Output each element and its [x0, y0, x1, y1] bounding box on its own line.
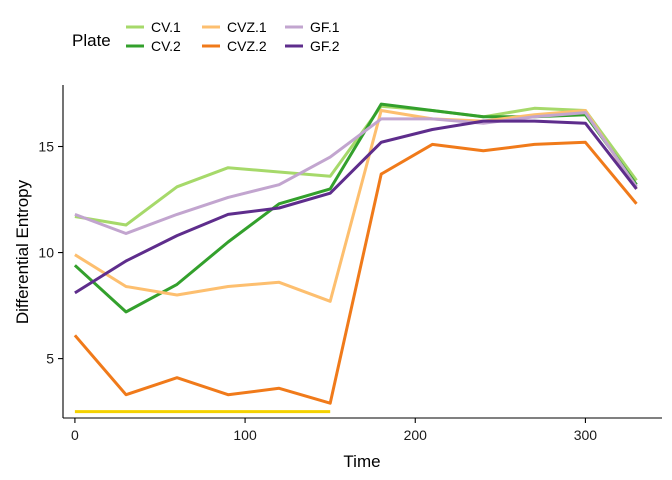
y-tick-label: 15 [38, 139, 54, 155]
x-tick-label: 200 [404, 427, 428, 443]
legend-label-cv-1: CV.1 [151, 19, 181, 35]
axes [62, 85, 662, 419]
x-tick-label: 300 [574, 427, 598, 443]
legend-label-cvz-1: CVZ.1 [227, 19, 267, 35]
legend-label-cv-2: CV.2 [151, 38, 181, 54]
series-line-gf-2 [74, 119, 638, 295]
legend-label-cvz-2: CVZ.2 [227, 38, 267, 54]
x-axis-title: Time [343, 452, 380, 471]
series-line-cv-1 [74, 104, 638, 227]
plot-lines [73, 102, 638, 414]
series-line-cvz-1 [74, 109, 638, 303]
y-tick-label: 5 [46, 351, 54, 367]
series-line-cvz-2 [73, 140, 638, 405]
y-tick-label: 10 [38, 245, 54, 261]
x-tick-label: 0 [71, 427, 79, 443]
series-line-gf-1 [74, 111, 638, 235]
y-axis-title: Differential Entropy [13, 179, 32, 324]
ticks: 0 100 200 300 5 10 15 [38, 139, 597, 443]
x-tick-label: 100 [233, 427, 257, 443]
legend-label-gf-1: GF.1 [310, 19, 340, 35]
legend-title: Plate [72, 31, 111, 50]
legend-label-gf-2: GF.2 [310, 38, 340, 54]
legend: Plate CV.1 CV.2 CVZ.1 CVZ.2 GF.1 GF.2 [72, 19, 340, 54]
